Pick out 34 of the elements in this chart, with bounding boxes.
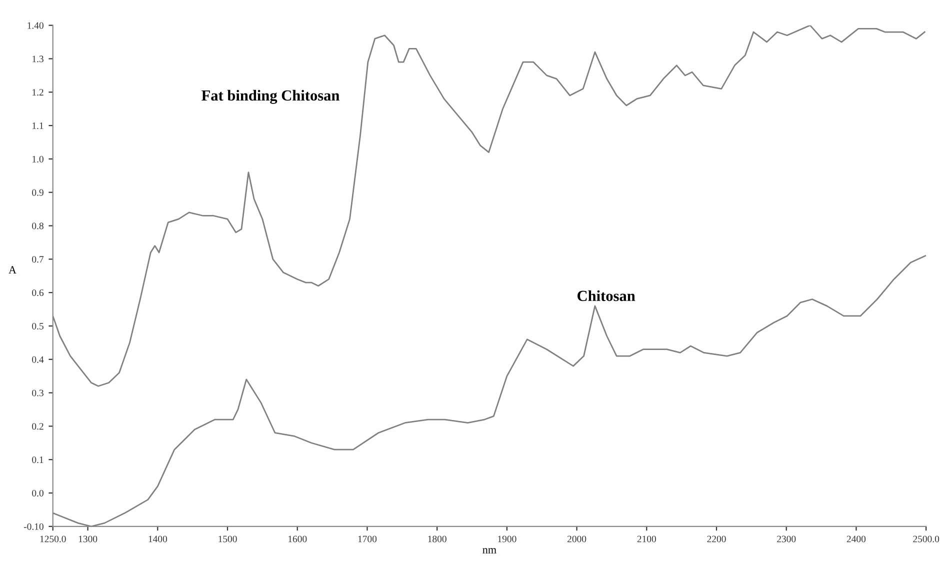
series-label: Chitosan bbox=[578, 290, 636, 302]
x-tick-label: 1700 bbox=[358, 536, 377, 542]
y-tick-label: 0.2 bbox=[32, 423, 44, 430]
y-axis-title: A bbox=[8, 266, 16, 274]
y-tick-label: -0.10 bbox=[24, 523, 44, 530]
x-tick-label: 1250.0 bbox=[40, 536, 66, 542]
x-tick-label: 1400 bbox=[148, 536, 167, 542]
x-tick-label: 2000 bbox=[567, 536, 586, 542]
x-tick-label: 2300 bbox=[777, 536, 796, 542]
y-tick-label: 1.2 bbox=[32, 89, 44, 96]
x-tick-label: 2200 bbox=[707, 536, 726, 542]
y-tick-label: 1.0 bbox=[32, 156, 44, 162]
x-tick-label: 2500.0 bbox=[913, 536, 940, 542]
y-tick-label: 0.4 bbox=[32, 356, 44, 363]
y-tick-label: 0.3 bbox=[32, 390, 44, 396]
x-tick-label: 1600 bbox=[288, 536, 307, 542]
x-tick-label: 2400 bbox=[846, 536, 866, 542]
y-tick-label: 0.8 bbox=[32, 222, 44, 230]
y-tick-label: 0.6 bbox=[32, 289, 44, 296]
y-tick-label: 1.1 bbox=[32, 122, 44, 130]
y-tick-label: 0.1 bbox=[32, 456, 44, 464]
x-tick-label: 2100 bbox=[637, 536, 656, 542]
y-tick-label: 0.9 bbox=[32, 189, 44, 196]
y-tick-label: 1.40 bbox=[28, 22, 44, 29]
x-axis-title: nm bbox=[482, 548, 496, 554]
y-tick-label: 0.0 bbox=[32, 490, 44, 497]
x-tick-label: 1800 bbox=[428, 536, 446, 542]
x-tick-label: 1500 bbox=[218, 536, 237, 542]
y-tick-label: 0.7 bbox=[32, 256, 44, 263]
x-tick-label: 1300 bbox=[78, 536, 98, 542]
series-label: Fat binding Chitosan bbox=[202, 90, 340, 104]
y-tick-label: 0.5 bbox=[32, 322, 44, 330]
y-tick-label: 1.3 bbox=[32, 56, 44, 62]
x-tick-label: 1900 bbox=[498, 536, 516, 542]
